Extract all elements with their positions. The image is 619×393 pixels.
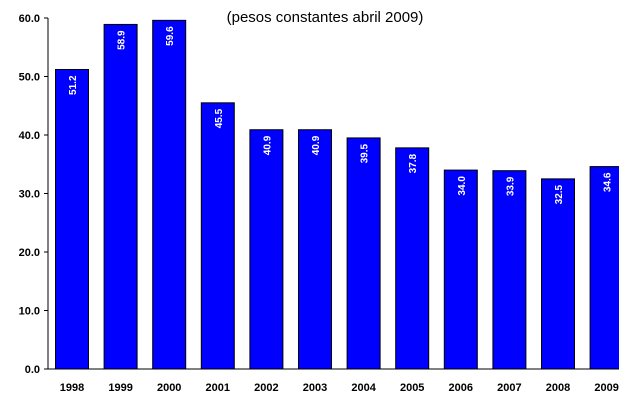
bar-2006 (443, 169, 478, 370)
x-tick-label: 2008 (546, 382, 570, 393)
x-tick-label: 2005 (400, 382, 424, 393)
bar-value-label: 51.2 (68, 75, 79, 95)
x-tick-label: 2000 (157, 382, 181, 393)
y-tick-label: 0.0 (25, 364, 40, 376)
bar-value-label: 40.9 (311, 135, 322, 155)
y-axis-ticks: 0.0 10.0 20.0 30.0 40.0 50.0 60.0 (19, 13, 48, 376)
bar-2000 (152, 19, 187, 370)
bar-value-label: 37.8 (408, 153, 419, 173)
x-tick-label: 2002 (254, 382, 278, 393)
bar-2001 (200, 102, 235, 370)
bar-1999 (103, 23, 138, 370)
bar-1998 (55, 68, 89, 370)
bar-value-label: 32.5 (554, 184, 565, 204)
chart-subtitle: (pesos constantes abril 2009) (227, 9, 424, 26)
bar-value-label: 59.6 (165, 26, 176, 46)
bars-group: 51.2 58.9 59.6 45.5 40.9 40.9 39.5 37.8 34.0 33.9… (55, 19, 619, 370)
bar-value-label: 40.9 (262, 135, 273, 155)
bar-value-label: 34.6 (603, 172, 614, 192)
y-tick-label: 10.0 (19, 306, 40, 318)
bar-value-label: 39.5 (360, 143, 371, 163)
y-tick-label: 60.0 (19, 13, 40, 25)
bar-2008 (541, 178, 575, 370)
y-tick-label: 50.0 (19, 72, 40, 84)
x-tick-label: 2001 (206, 382, 230, 393)
bar-2005 (395, 147, 430, 370)
bar-value-label: 58.9 (117, 30, 128, 50)
bar-2007 (492, 170, 527, 370)
bar-2004 (346, 137, 381, 370)
y-tick-label: 20.0 (19, 247, 40, 259)
bar-value-label: 45.5 (214, 108, 225, 128)
x-tick-label: 2003 (303, 382, 327, 393)
x-tick-label: 1998 (60, 382, 84, 393)
bar-value-label: 34.0 (457, 176, 468, 196)
bar-2003 (298, 129, 332, 370)
bar-value-label: 33.9 (505, 176, 516, 196)
y-tick-label: 40.0 (19, 130, 40, 142)
x-tick-label: 2009 (594, 382, 618, 393)
x-tick-label: 2007 (497, 382, 521, 393)
bar-2002 (249, 129, 284, 370)
x-axis-ticks: 1998 1999 2000 2001 2002 2003 2004 2005 2006 2007… (60, 382, 619, 393)
x-tick-label: 1999 (108, 382, 132, 393)
y-tick-label: 30.0 (19, 189, 40, 201)
bar-2009 (589, 166, 619, 370)
x-tick-label: 2004 (351, 382, 376, 393)
x-tick-label: 2006 (449, 382, 473, 393)
